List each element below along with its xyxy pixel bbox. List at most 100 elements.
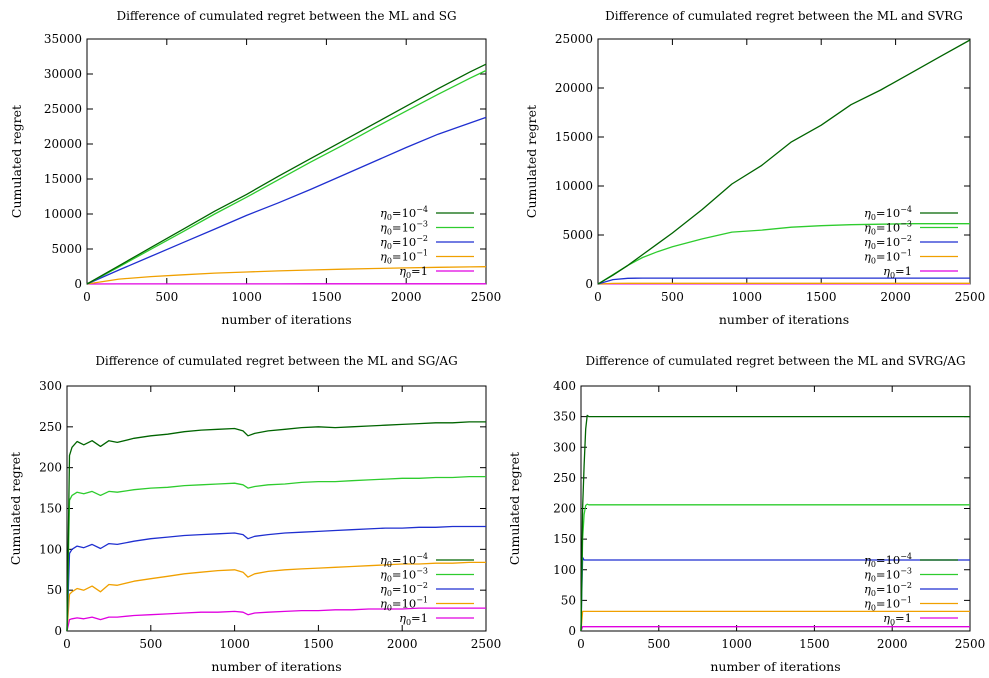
y-tick-label: 25000 xyxy=(555,32,593,46)
legend-exponent: −1 xyxy=(900,249,912,258)
chart-title: Difference of cumulated regret between t… xyxy=(95,354,457,368)
y-tick-label: 50 xyxy=(561,593,576,607)
x-tick-label: 2000 xyxy=(877,637,908,651)
legend-equals: = xyxy=(876,206,886,220)
legend-entry: η0=10−2 xyxy=(380,234,428,251)
plot-frame xyxy=(86,38,487,285)
legend-entry: η0=10−2 xyxy=(864,234,912,251)
series-line-3 xyxy=(580,556,970,632)
legend-subscript: 0 xyxy=(387,213,392,222)
x-tick-label: 0 xyxy=(594,290,602,304)
x-tick-label: 500 xyxy=(647,637,670,651)
series-line-1 xyxy=(86,63,487,285)
y-tick-label: 200 xyxy=(39,461,62,475)
series-line-2 xyxy=(66,475,486,632)
series-line-1 xyxy=(66,421,486,632)
legend-equals: = xyxy=(392,250,402,264)
legend-subscript: 0 xyxy=(871,604,876,613)
legend-equals: =1 xyxy=(895,264,912,278)
legend-entry: η0=10−1 xyxy=(380,249,428,266)
y-tick-label: 300 xyxy=(39,379,62,393)
legend-eta: η xyxy=(864,221,871,235)
legend-mantissa: 10 xyxy=(402,582,417,596)
chart-panel-4: Difference of cumulated regret between t… xyxy=(507,354,985,674)
legend-exponent: −1 xyxy=(416,596,428,605)
legend-exponent: −4 xyxy=(900,205,912,214)
legend-exponent: −4 xyxy=(416,552,428,561)
legend-equals: = xyxy=(392,221,402,235)
legend-eta: η xyxy=(380,582,387,596)
legend-entry: η0=10−4 xyxy=(380,552,428,569)
y-tick-label: 5000 xyxy=(562,228,593,242)
legend-subscript: 0 xyxy=(871,257,876,266)
series-line-4 xyxy=(86,266,487,285)
legend-mantissa: 10 xyxy=(886,582,901,596)
legend-entry: η0=10−3 xyxy=(864,220,912,237)
legend-eta: η xyxy=(864,568,871,582)
legend-eta: η xyxy=(380,597,387,611)
x-tick-label: 2000 xyxy=(880,290,911,304)
legend-subscript: 0 xyxy=(871,575,876,584)
legend-equals: = xyxy=(876,250,886,264)
legend-mantissa: 10 xyxy=(402,553,417,567)
x-tick-label: 500 xyxy=(661,290,684,304)
x-tick-label: 2000 xyxy=(387,637,418,651)
series-line-3 xyxy=(86,116,487,285)
legend-subscript: 0 xyxy=(871,228,876,237)
x-tick-label: 2500 xyxy=(471,637,502,651)
y-tick-label: 50 xyxy=(47,583,62,597)
y-tick-label: 200 xyxy=(553,502,576,516)
legend-eta: η xyxy=(380,235,387,249)
legend-equals: = xyxy=(392,597,402,611)
y-tick-label: 100 xyxy=(553,563,576,577)
legend-eta: η xyxy=(883,611,890,625)
x-tick-label: 1500 xyxy=(303,637,334,651)
series-line-3 xyxy=(597,277,970,285)
y-tick-label: 150 xyxy=(553,532,576,546)
x-tick-label: 2500 xyxy=(955,637,986,651)
legend-mantissa: 10 xyxy=(886,553,901,567)
legend-subscript: 0 xyxy=(871,589,876,598)
y-tick-label: 30000 xyxy=(44,67,82,81)
x-tick-label: 1000 xyxy=(219,637,250,651)
legend-eta: η xyxy=(864,206,871,220)
legend-exponent: −3 xyxy=(416,567,428,576)
legend-equals: = xyxy=(876,221,886,235)
y-tick-label: 15000 xyxy=(44,172,82,186)
x-tick-label: 1500 xyxy=(806,290,837,304)
chart-panel-2: Difference of cumulated regret between t… xyxy=(524,9,985,327)
legend-subscript: 0 xyxy=(406,618,411,627)
legend-mantissa: 10 xyxy=(886,235,901,249)
y-tick-label: 15000 xyxy=(555,130,593,144)
y-tick-label: 5000 xyxy=(51,242,82,256)
legend-eta: η xyxy=(864,582,871,596)
y-tick-label: 25000 xyxy=(44,102,82,116)
plot-frame xyxy=(66,385,487,632)
legend-eta: η xyxy=(864,250,871,264)
legend-subscript: 0 xyxy=(387,242,392,251)
legend-entry: η0=10−1 xyxy=(864,249,912,266)
legend-equals: = xyxy=(876,568,886,582)
legend-entry: η0=10−2 xyxy=(864,581,912,598)
legend-exponent: −3 xyxy=(900,220,912,229)
legend-equals: = xyxy=(392,235,402,249)
series-line-1 xyxy=(580,414,970,632)
y-tick-label: 0 xyxy=(74,277,82,291)
legend-entry: η0=1 xyxy=(399,611,428,627)
series-line-2 xyxy=(86,69,487,285)
y-axis-label: Cumulated regret xyxy=(9,105,24,218)
plot-frame xyxy=(580,385,971,632)
legend-mantissa: 10 xyxy=(886,221,901,235)
y-tick-label: 300 xyxy=(553,440,576,454)
x-tick-label: 0 xyxy=(83,290,91,304)
legend-subscript: 0 xyxy=(387,228,392,237)
legend-eta: η xyxy=(399,264,406,278)
legend-eta: η xyxy=(380,250,387,264)
legend-mantissa: 10 xyxy=(402,597,417,611)
legend-exponent: −2 xyxy=(900,234,912,243)
legend-mantissa: 10 xyxy=(886,250,901,264)
y-tick-label: 20000 xyxy=(44,137,82,151)
x-tick-label: 2000 xyxy=(391,290,422,304)
chart-title: Difference of cumulated regret between t… xyxy=(116,9,456,23)
series-line-1 xyxy=(597,39,971,285)
